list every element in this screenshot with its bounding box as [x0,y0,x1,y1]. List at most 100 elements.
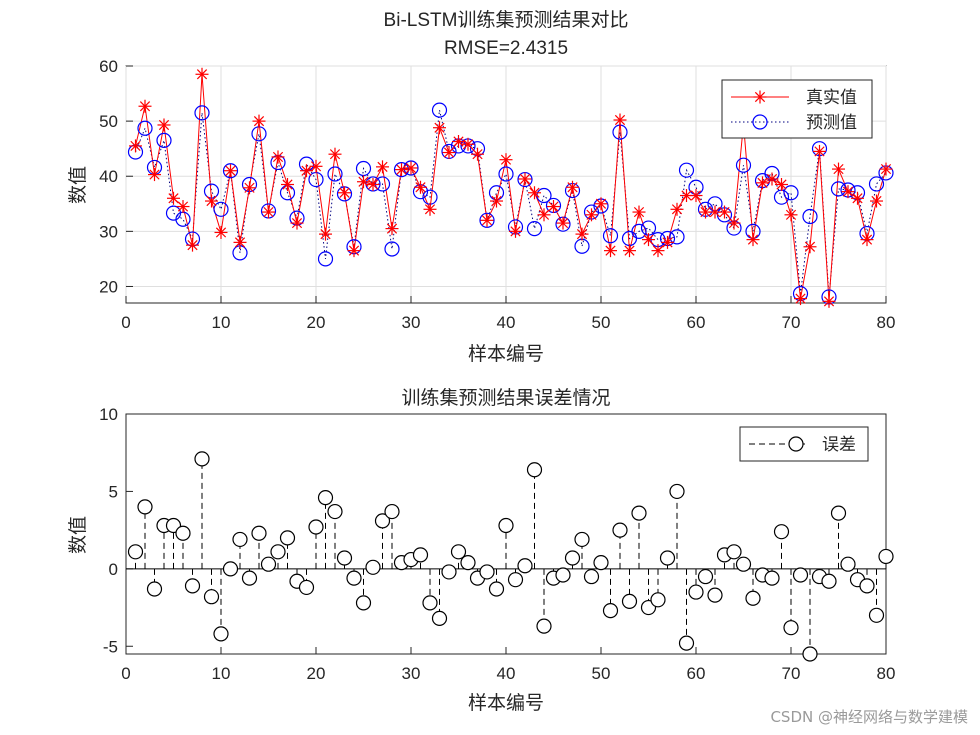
predicted-point [384,241,400,257]
error-point [688,584,704,600]
true-point [376,160,389,174]
y-tick-label: 30 [99,222,118,241]
error-point [726,544,742,560]
error-point [583,568,600,585]
true-point [528,186,541,200]
error-point [374,513,391,529]
true-point [233,235,247,249]
true-point [157,118,171,132]
error-point [830,505,847,521]
error-point [260,556,277,572]
error-point [555,567,571,583]
top-chart-subtitle: RMSE=2.4315 [444,38,568,59]
predicted-point [783,185,799,201]
true-point [423,202,437,216]
error-point [536,618,552,634]
true-point [784,208,798,222]
top-legend: 真实值 预测值 [721,79,873,139]
error-point [868,607,885,623]
true-point [727,216,741,230]
true-point [604,244,617,258]
true-point [537,208,551,222]
bottom-y-axis: -5 0 5 10 [99,405,133,656]
true-point [167,191,180,205]
y-tick-label: 5 [109,482,118,501]
true-point [214,225,228,239]
true-point [841,185,855,199]
true-point [718,205,731,219]
error-point [279,530,296,546]
error-point [631,505,647,521]
true-point [328,147,342,161]
error-point [431,610,448,626]
error-point [422,595,438,611]
true-point [414,180,427,194]
legend-true-marker [753,90,767,104]
true-point [385,222,399,236]
true-point [575,227,589,241]
x-tick-label: 30 [402,664,421,683]
true-point [319,227,332,241]
error-point [346,570,362,586]
error-point [479,564,495,580]
true-point [746,233,760,247]
true-point [138,99,152,113]
true-point [357,175,370,189]
predicted-point [868,176,885,192]
error-point [450,544,467,560]
true-point [452,135,465,149]
error-point [574,531,590,548]
true-series-markers [129,67,893,308]
y-tick-label: 10 [99,405,118,424]
true-point [243,181,256,195]
legend-true-label: 真实值 [806,88,857,107]
predicted-point [213,201,229,217]
predicted-point [156,132,172,149]
x-tick-label: 20 [307,313,326,332]
x-tick-label: 30 [402,313,421,332]
true-point [442,146,456,160]
error-point [137,499,153,515]
true-point [499,153,513,167]
top-y-axis-label: 数值 [67,166,89,204]
error-point [821,573,837,589]
true-point [860,233,874,247]
true-point [262,205,275,219]
true-point [461,137,475,151]
error-point [526,462,543,478]
error-point [859,578,875,594]
y-tick-label: 0 [109,560,118,579]
true-point [594,197,608,211]
error-point [203,589,220,605]
top-x-axis: 0 10 20 30 40 50 60 70 80 [121,296,895,332]
error-point [745,590,761,606]
x-tick-label: 60 [687,664,706,683]
top-y-axis: 20 30 40 50 60 [99,57,133,296]
error-point [602,603,619,619]
true-point [699,205,712,219]
error-point [507,572,524,588]
error-point [222,561,239,577]
y-tick-label: 60 [99,57,118,76]
error-point [336,550,353,566]
y-tick-label: 50 [99,112,118,131]
true-point [176,200,190,214]
predicted-point [479,212,495,228]
error-point [621,593,638,609]
true-point [518,172,532,186]
error-point [878,548,894,565]
true-point [870,194,883,208]
legend-pred-marker [752,114,768,130]
true-point [661,235,674,249]
x-tick-label: 10 [212,664,231,683]
error-point [127,544,144,560]
predicted-point [678,162,695,178]
predicted-point [431,102,448,118]
true-point [433,121,446,135]
error-point [697,568,714,585]
top-chart-title: Bi-LSTM训练集预测结果对比 [384,9,629,31]
true-point [195,67,209,81]
true-point [309,159,323,173]
true-point [851,191,864,205]
error-point [270,544,286,560]
